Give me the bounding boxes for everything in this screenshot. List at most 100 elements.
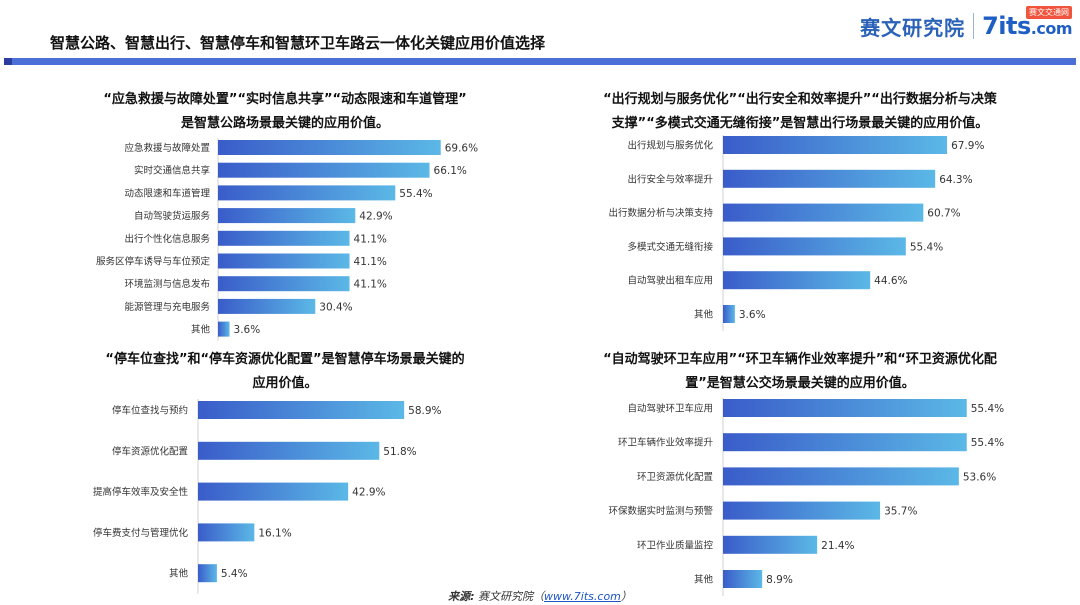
chart-panel-mobility: “出行规划与服务优化”“出行安全和效率提升”“出行数据分析与决策 支撑”“多模式… xyxy=(545,88,1055,334)
logo-divider xyxy=(973,13,975,39)
bar xyxy=(723,501,881,520)
bar xyxy=(723,433,967,452)
value-label: 55.4% xyxy=(399,188,432,200)
category-label: 停车位查找与预约 xyxy=(112,405,188,417)
bar-chart-mobility: 出行规划与服务优化 67.9% 出行安全与效率提升 64.3% 出行数据分析与决策支持 6… xyxy=(608,135,984,331)
category-label: 其他 xyxy=(694,574,714,586)
logo-badge: 赛文交通网 xyxy=(1026,6,1072,19)
category-label: 环境监测与信息发布 xyxy=(124,278,210,290)
category-label: 环卫作业质量监控 xyxy=(637,539,714,551)
brand-logo[interactable]: 赛文研究院 7its.com 赛文交通网 xyxy=(860,6,1073,46)
bar xyxy=(723,467,959,486)
bar xyxy=(723,203,924,222)
source-link[interactable]: www.7its.com xyxy=(544,590,621,603)
bar xyxy=(723,136,948,154)
chart-title-highway: “应急救援与故障处置”“实时信息共享”“动态限速和车道管理” 是智慧公路场景最关… xyxy=(50,88,520,136)
chart-title-line: “应急救援与故障处置”“实时信息共享”“动态限速和车道管理” xyxy=(103,92,467,107)
category-label: 环卫资源优化配置 xyxy=(637,471,713,483)
category-label: 环卫车辆作业效率提升 xyxy=(618,437,714,449)
category-label: 能源管理与充电服务 xyxy=(124,301,210,313)
bar xyxy=(218,230,350,246)
category-label: 环保数据实时监测与预警 xyxy=(608,505,713,517)
category-label: 多模式交通无缝衔接 xyxy=(627,241,713,253)
bar xyxy=(218,276,350,292)
chart-title-parking: “停车位查找”和“停车资源优化配置”是智慧停车场景最关键的 应用价值。 xyxy=(50,348,520,396)
bar xyxy=(723,271,871,290)
bar xyxy=(723,169,936,188)
value-label: 16.1% xyxy=(258,527,291,539)
bar xyxy=(198,523,255,542)
bar xyxy=(218,208,356,224)
source-note: 来源: 赛文研究院（www.7its.com） xyxy=(0,588,1080,604)
value-label: 30.4% xyxy=(319,301,352,313)
logo-text-cn: 赛文研究院 xyxy=(860,15,966,40)
category-label: 动态限速和车道管理 xyxy=(124,187,210,199)
logo-text-en: 7its.com 赛文交通网 xyxy=(982,6,1073,40)
value-label: 8.9% xyxy=(766,574,793,586)
category-label: 应急救援与故障处置 xyxy=(124,142,210,154)
bar xyxy=(198,441,380,460)
category-label: 停车资源优化配置 xyxy=(112,445,188,457)
value-label: 41.1% xyxy=(354,279,387,291)
category-label: 提高停车效率及安全性 xyxy=(93,486,189,498)
value-label: 66.1% xyxy=(434,165,467,177)
category-label: 实时交通信息共享 xyxy=(134,165,210,177)
value-label: 44.6% xyxy=(874,275,907,287)
category-label: 服务区停车诱导与车位预定 xyxy=(96,256,211,268)
category-label: 出行规划与服务优化 xyxy=(627,140,713,152)
category-label: 自动驾驶环卫车应用 xyxy=(627,403,713,415)
bar xyxy=(218,185,396,201)
category-label: 自动驾驶出租车应用 xyxy=(627,275,713,287)
category-label: 其他 xyxy=(694,309,714,321)
value-label: 60.7% xyxy=(927,208,960,220)
chart-title-line: 是智慧公路场景最关键的应用价值。 xyxy=(180,116,389,131)
value-label: 41.1% xyxy=(354,233,387,245)
bar xyxy=(218,140,441,155)
value-label: 3.6% xyxy=(739,309,766,321)
value-label: 3.6% xyxy=(234,324,261,336)
source-text: 赛文研究院（ xyxy=(478,590,545,603)
bar xyxy=(218,253,350,269)
value-label: 42.9% xyxy=(359,211,392,223)
chart-title-line: “自动驾驶环卫车应用”“环卫车辆作业效率提升”和“环卫资源优化配 xyxy=(603,352,997,367)
bar xyxy=(723,570,763,588)
category-label: 出行安全与效率提升 xyxy=(627,173,713,185)
value-label: 21.4% xyxy=(821,540,854,552)
value-label: 55.4% xyxy=(971,403,1004,415)
logo-en-main: 7its xyxy=(982,12,1031,40)
chart-title-line: 支撑”“多模式交通无缝衔接”是智慧出行场景最关键的应用价值。 xyxy=(611,116,989,131)
value-label: 58.9% xyxy=(408,405,441,417)
category-label: 停车费支付与管理优化 xyxy=(93,527,189,539)
value-label: 42.9% xyxy=(352,487,385,499)
bar xyxy=(218,321,230,337)
chart-title-line: “出行规划与服务优化”“出行安全和效率提升”“出行数据分析与决策 xyxy=(603,92,997,107)
bar xyxy=(723,399,967,417)
chart-panel-sanitation: “自动驾驶环卫车应用”“环卫车辆作业效率提升”和“环卫资源优化配 置”是智慧公交… xyxy=(545,348,1055,597)
bar xyxy=(723,535,818,554)
bar xyxy=(218,298,316,314)
chart-title-line: “停车位查找”和“停车资源优化配置”是智慧停车场景最关键的 xyxy=(105,352,465,367)
bar xyxy=(198,482,349,501)
category-label: 出行数据分析与决策支持 xyxy=(608,207,713,219)
value-label: 35.7% xyxy=(884,506,917,518)
value-label: 67.9% xyxy=(951,140,984,152)
category-label: 自动驾驶货运服务 xyxy=(134,210,211,222)
bar-chart-parking: 停车位查找与预约 58.9% 停车资源优化配置 51.8% 提高停车效率及安全性 42.9… xyxy=(93,399,442,594)
value-label: 64.3% xyxy=(939,174,972,186)
value-label: 41.1% xyxy=(354,256,387,268)
bar xyxy=(198,564,217,583)
chart-title-mobility: “出行规划与服务优化”“出行安全和效率提升”“出行数据分析与决策 支撑”“多模式… xyxy=(545,88,1055,136)
bar xyxy=(723,237,906,256)
page-title: 智慧公路、智慧出行、智慧停车和智慧环卫车路云一体化关键应用价值选择 xyxy=(50,34,546,52)
chart-panel-parking: “停车位查找”和“停车资源优化配置”是智慧停车场景最关键的 应用价值。 停车位查… xyxy=(50,348,520,594)
value-label: 53.6% xyxy=(963,471,996,483)
header-divider-bar xyxy=(4,58,1076,65)
bar xyxy=(198,401,405,419)
category-label: 其他 xyxy=(169,568,189,580)
source-label: 来源: xyxy=(448,590,475,603)
category-label: 其他 xyxy=(191,324,211,336)
chart-panel-highway: “应急救援与故障处置”“实时信息共享”“动态限速和车道管理” 是智慧公路场景最关… xyxy=(50,88,520,348)
bar-chart-sanitation: 自动驾驶环卫车应用 55.4% 环卫车辆作业效率提升 55.4% 环卫资源优化配置 53.… xyxy=(608,398,1004,597)
source-close: ） xyxy=(620,590,632,603)
value-label: 51.8% xyxy=(383,446,416,458)
